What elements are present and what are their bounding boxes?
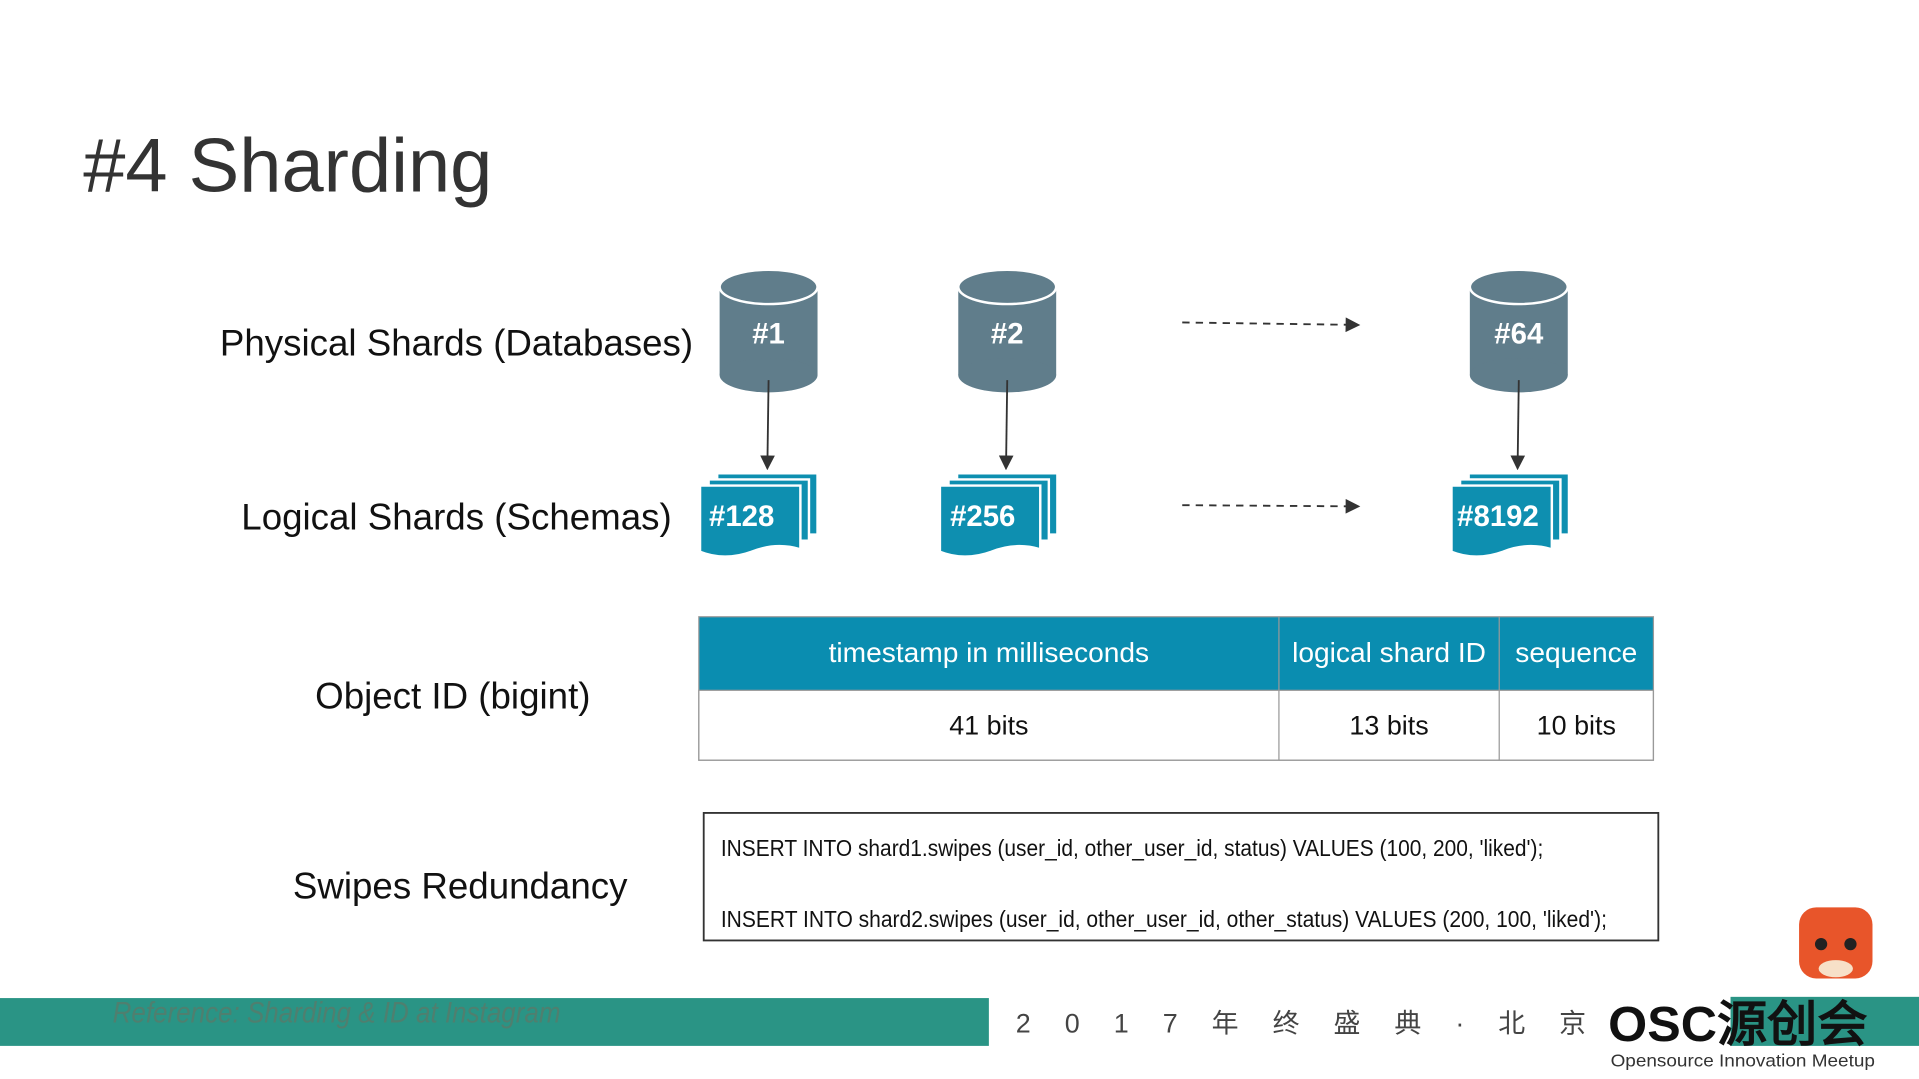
physical-shards: #1 #2 #64 xyxy=(718,268,1569,394)
shard-label: #64 xyxy=(1494,317,1544,350)
title: #4 Sharding xyxy=(83,123,492,208)
id-table: timestamp in milliseconds logical shard … xyxy=(698,616,1655,761)
shard-label: #8192 xyxy=(1457,500,1539,533)
shard-label: #128 xyxy=(709,500,774,533)
sql-line: INSERT INTO shard2.swipes (user_id, othe… xyxy=(721,906,1607,932)
table-cell: 13 bits xyxy=(1349,710,1428,740)
shard-label: #2 xyxy=(991,317,1024,350)
logo: OSC源创会 xyxy=(1608,998,1867,1052)
table-cell: 41 bits xyxy=(949,710,1028,740)
mascot xyxy=(1799,907,1873,979)
row-label: Logical Shards (Schemas) xyxy=(241,497,671,538)
table-header: timestamp in milliseconds xyxy=(829,636,1149,668)
arrows xyxy=(760,317,1526,514)
shard-label: #1 xyxy=(752,317,785,350)
logo-bg xyxy=(1730,996,1919,1046)
table-header: sequence xyxy=(1515,636,1637,668)
shard-label: #256 xyxy=(950,500,1015,533)
row-label: Object ID (bigint) xyxy=(315,676,590,717)
sql-box: INSERT INTO shard1.swipes (user_id, othe… xyxy=(702,812,1660,942)
tagline: Opensource Innovation Meetup xyxy=(1611,1051,1875,1071)
row-label: Swipes Redundancy xyxy=(293,866,628,907)
row-label: Physical Shards (Databases) xyxy=(220,323,693,364)
footer-bar xyxy=(0,998,989,1046)
table-cell: 10 bits xyxy=(1537,710,1616,740)
reference: Reference: Sharding & ID at Instagram xyxy=(113,997,561,1030)
table-header: logical shard ID xyxy=(1292,636,1486,668)
event-text: 2 0 1 7 年 终 盛 典 · 北 京 xyxy=(1016,1008,1586,1038)
sql-line: INSERT INTO shard1.swipes (user_id, othe… xyxy=(721,835,1543,861)
logical-shards: #128 #256 #8192 xyxy=(698,472,1571,558)
